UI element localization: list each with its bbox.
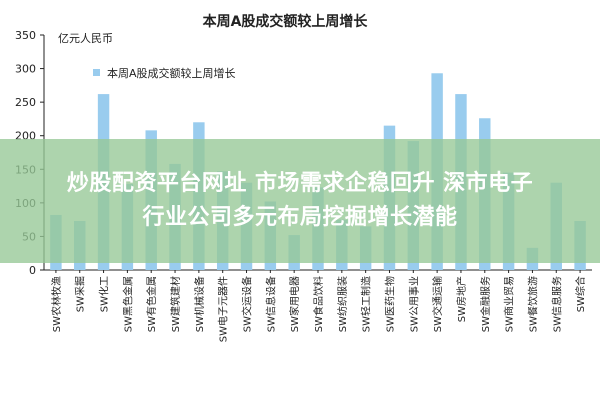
x-tick-label: SW食品饮料 [312,276,325,332]
x-tick-label: SW农林牧渔 [50,276,63,332]
x-tick-label: SW综合 [574,276,587,312]
legend: 本周A股成交额较上周增长 [93,66,236,80]
legend-label: 本周A股成交额较上周增长 [107,66,236,80]
x-tick-label: SW公用事业 [407,276,420,332]
x-tick-label: SW房地产 [455,276,468,322]
x-tick-label: SW金融服务 [479,276,492,332]
x-tick-label: SW机械设备 [193,276,206,332]
overlay-banner: 炒股配资平台网址 市场需求企稳回升 深市电子 行业公司多元布局挖掘增长潜能 [0,139,600,263]
overlay-headline-line-2: 行业公司多元布局挖掘增长潜能 [142,205,458,230]
x-tick-label: SW有色金属 [145,276,158,332]
y-tick-label: 250 [15,96,36,109]
x-tick-label: SW信息设备 [264,276,277,332]
x-tick-label: SW化工 [98,276,111,312]
legend-swatch [93,69,100,76]
y-axis-label: 亿元人民币 [58,32,113,45]
x-tick-label: SW商业贸易 [503,276,516,332]
x-tick-label: SW建筑建材 [169,276,182,332]
x-tick-label: SW电子元器件 [217,276,230,342]
x-tick-label: SW家用电器 [288,276,301,332]
x-tick-label: SW餐饮旅游 [526,276,539,332]
y-tick-label: 350 [15,29,36,42]
x-tick-label: SW采掘 [74,276,87,312]
y-tick-label: 300 [15,63,36,76]
y-tick-label: 0 [29,264,36,277]
x-labels: SW农林牧渔 SW采掘 SW化工 SW黑色金属 SW有色金属 SW建筑建材 SW机械设备 SW… [50,270,587,342]
overlay-headline-line-1: 炒股配资平台网址 市场需求企稳回升 深市电子 [66,171,534,196]
x-tick-label: SW交通运输 [431,276,444,332]
chart-title: 本周A股成交额较上周增长 [203,13,369,30]
x-tick-label: SW医药生物 [383,276,396,332]
x-tick-label: SW纺织服装 [336,276,349,332]
x-tick-label: SW信息服务 [550,276,563,332]
x-tick-label: SW黑色金属 [121,276,134,332]
x-tick-label: SW交运设备 [241,276,254,332]
x-tick-label: SW轻工制造 [360,276,373,332]
